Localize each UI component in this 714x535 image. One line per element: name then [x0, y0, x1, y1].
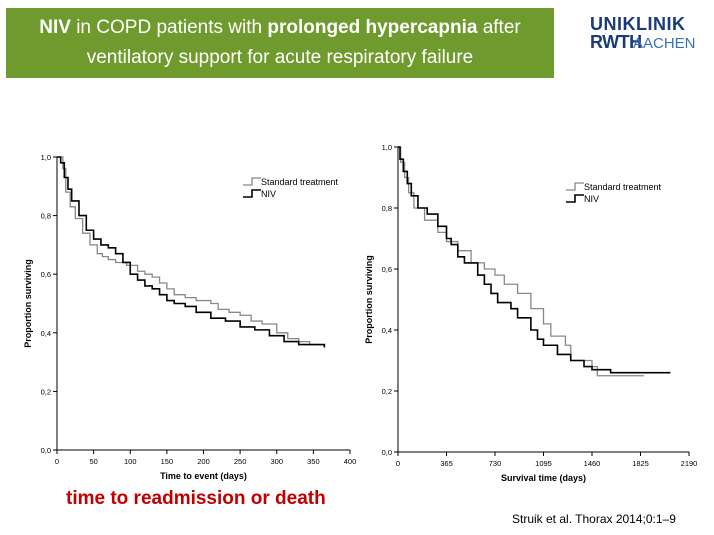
x-tick-label: 200: [197, 457, 210, 466]
x-tick-label: 300: [270, 457, 283, 466]
x-tick-label: 150: [161, 457, 174, 466]
y-tick-label: 0,4: [382, 326, 392, 335]
citation: Struik et al. Thorax 2014;0:1–9: [512, 512, 676, 526]
title-text-b: after: [477, 17, 521, 38]
legend-label: Standard treatment: [584, 182, 662, 192]
series-line-standard-treatment: [57, 156, 321, 346]
x-tick-label: 100: [124, 457, 137, 466]
y-tick-label: 0,6: [382, 265, 392, 274]
x-axis-title: Time to event (days): [160, 471, 247, 481]
series-line-niv: [57, 156, 326, 348]
chart-caption: time to readmission or death: [66, 488, 326, 509]
x-tick-label: 2190: [681, 459, 698, 468]
y-tick-label: 0,8: [382, 204, 392, 213]
series-line-standard-treatment: [398, 146, 644, 377]
x-tick-label: 0: [396, 459, 400, 468]
title-niv: NIV: [39, 17, 71, 38]
y-tick-label: 1,0: [382, 143, 392, 152]
y-axis-title: Proportion surviving: [23, 259, 33, 348]
x-tick-label: 730: [489, 459, 502, 468]
x-tick-label: 1825: [632, 459, 649, 468]
x-tick-label: 400: [344, 457, 357, 466]
y-tick-label: 0,0: [382, 448, 392, 457]
legend-label: NIV: [584, 194, 599, 204]
y-tick-label: 0,8: [41, 212, 51, 221]
y-tick-label: 0,2: [41, 387, 51, 396]
y-tick-label: 0,2: [382, 387, 392, 396]
y-tick-label: 0,6: [41, 270, 51, 279]
legend-swatch: [566, 194, 584, 203]
x-tick-label: 0: [55, 457, 59, 466]
y-tick-label: 0,4: [41, 329, 51, 338]
legend-label: Standard treatment: [261, 177, 339, 187]
title-text-a: in COPD patients with: [70, 17, 268, 38]
series-line-niv: [398, 146, 671, 374]
title-hypercapnia: prolonged hypercapnia: [267, 17, 478, 38]
readmission-chart: 0 50 100 150 200 250 300 350 400 0,0 0,2 0,4 0,6 0,8 1…: [23, 153, 357, 481]
logo-line-2b: AACHEN: [633, 35, 696, 52]
x-axis-title: Survival time (days): [501, 473, 586, 483]
logo-line-2a: RWTH: [590, 32, 642, 52]
legend-swatch: [243, 189, 261, 198]
legend-swatch: [243, 177, 261, 186]
y-tick-label: 1,0: [41, 153, 51, 162]
slide-title-line-2: ventilatory support for acute respirator…: [86, 47, 474, 68]
survival-chart: 0 365 730 1095 1460 1825 2190 0,0 0,2 0,4 0,6 0,8 1,…: [364, 143, 698, 483]
legend-swatch: [566, 182, 584, 191]
x-tick-label: 1460: [584, 459, 601, 468]
x-tick-label: 250: [234, 457, 247, 466]
slide-title-box: NIV in COPD patients with prolonged hype…: [6, 8, 554, 78]
logo-line-1: UNIKLINIK: [590, 14, 686, 34]
x-tick-label: 365: [440, 459, 453, 468]
x-tick-label: 350: [307, 457, 320, 466]
x-tick-label: 1095: [535, 459, 552, 468]
uniklinik-logo: UNIKLINIK RWTH AACHEN: [590, 14, 702, 54]
y-axis-title: Proportion surviving: [364, 255, 374, 344]
x-tick-label: 50: [89, 457, 97, 466]
legend-label: NIV: [261, 189, 276, 199]
slide-title-line-1: NIV in COPD patients with prolonged hype…: [6, 13, 554, 43]
y-tick-label: 0,0: [41, 446, 51, 455]
